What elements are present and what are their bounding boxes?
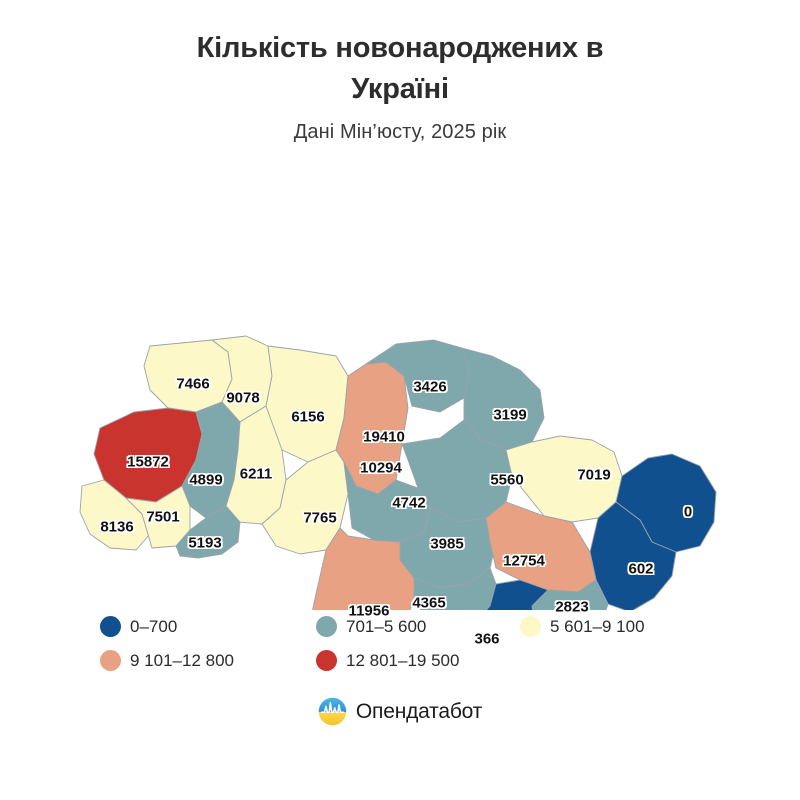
legend-label-3: 9 101–12 800 (130, 650, 234, 670)
footer: Опендатабот (318, 697, 482, 726)
map-region-kherson[interactable] (404, 579, 552, 611)
legend: 0–700 701–5 600 5 601–9 100 9 101–12 800 12 … (100, 616, 700, 672)
legend-item-1[interactable]: 701–5 600 (316, 616, 520, 638)
legend-swatch-icon-0 (100, 616, 121, 638)
legend-label-1: 701–5 600 (346, 616, 427, 636)
legend-label-2: 5 601–9 100 (550, 616, 645, 636)
legend-swatch-icon-4 (316, 650, 337, 672)
legend-item-3[interactable]: 9 101–12 800 (100, 650, 316, 672)
brand-name: Опендатабот (355, 699, 483, 723)
map-svg (79, 335, 717, 611)
legend-swatch-icon-2 (520, 616, 541, 638)
map-region-volyn[interactable] (143, 339, 233, 413)
map-region-chernivtsi[interactable] (175, 505, 241, 559)
map-region-odesa[interactable] (294, 527, 415, 611)
opendatabot-logo-icon (318, 698, 347, 726)
legend-swatch-icon-3 (100, 650, 121, 672)
legend-label-0: 0–700 (130, 616, 178, 636)
legend-label-4: 12 801–19 500 (346, 650, 460, 670)
ukraine-choropleth-map: 7466 9078 6156 19410 10294 3426 3199 15872 4899 6… (0, 150, 800, 648)
legend-item-2[interactable]: 5 601–9 100 (520, 616, 700, 638)
legend-item-0[interactable]: 0–700 (100, 616, 316, 638)
header: Кількість новонароджених в Україні Дані … (0, 0, 800, 144)
map-region-zaporizhzhia[interactable] (531, 579, 609, 611)
legend-swatch-icon-1 (316, 616, 337, 638)
page-subtitle: Дані Мін’юсту, 2025 рік (293, 121, 507, 144)
legend-item-4[interactable]: 12 801–19 500 (316, 650, 520, 672)
map-region-zakarpattia[interactable] (79, 479, 151, 551)
page-title: Кількість новонароджених в Україні (196, 32, 604, 106)
